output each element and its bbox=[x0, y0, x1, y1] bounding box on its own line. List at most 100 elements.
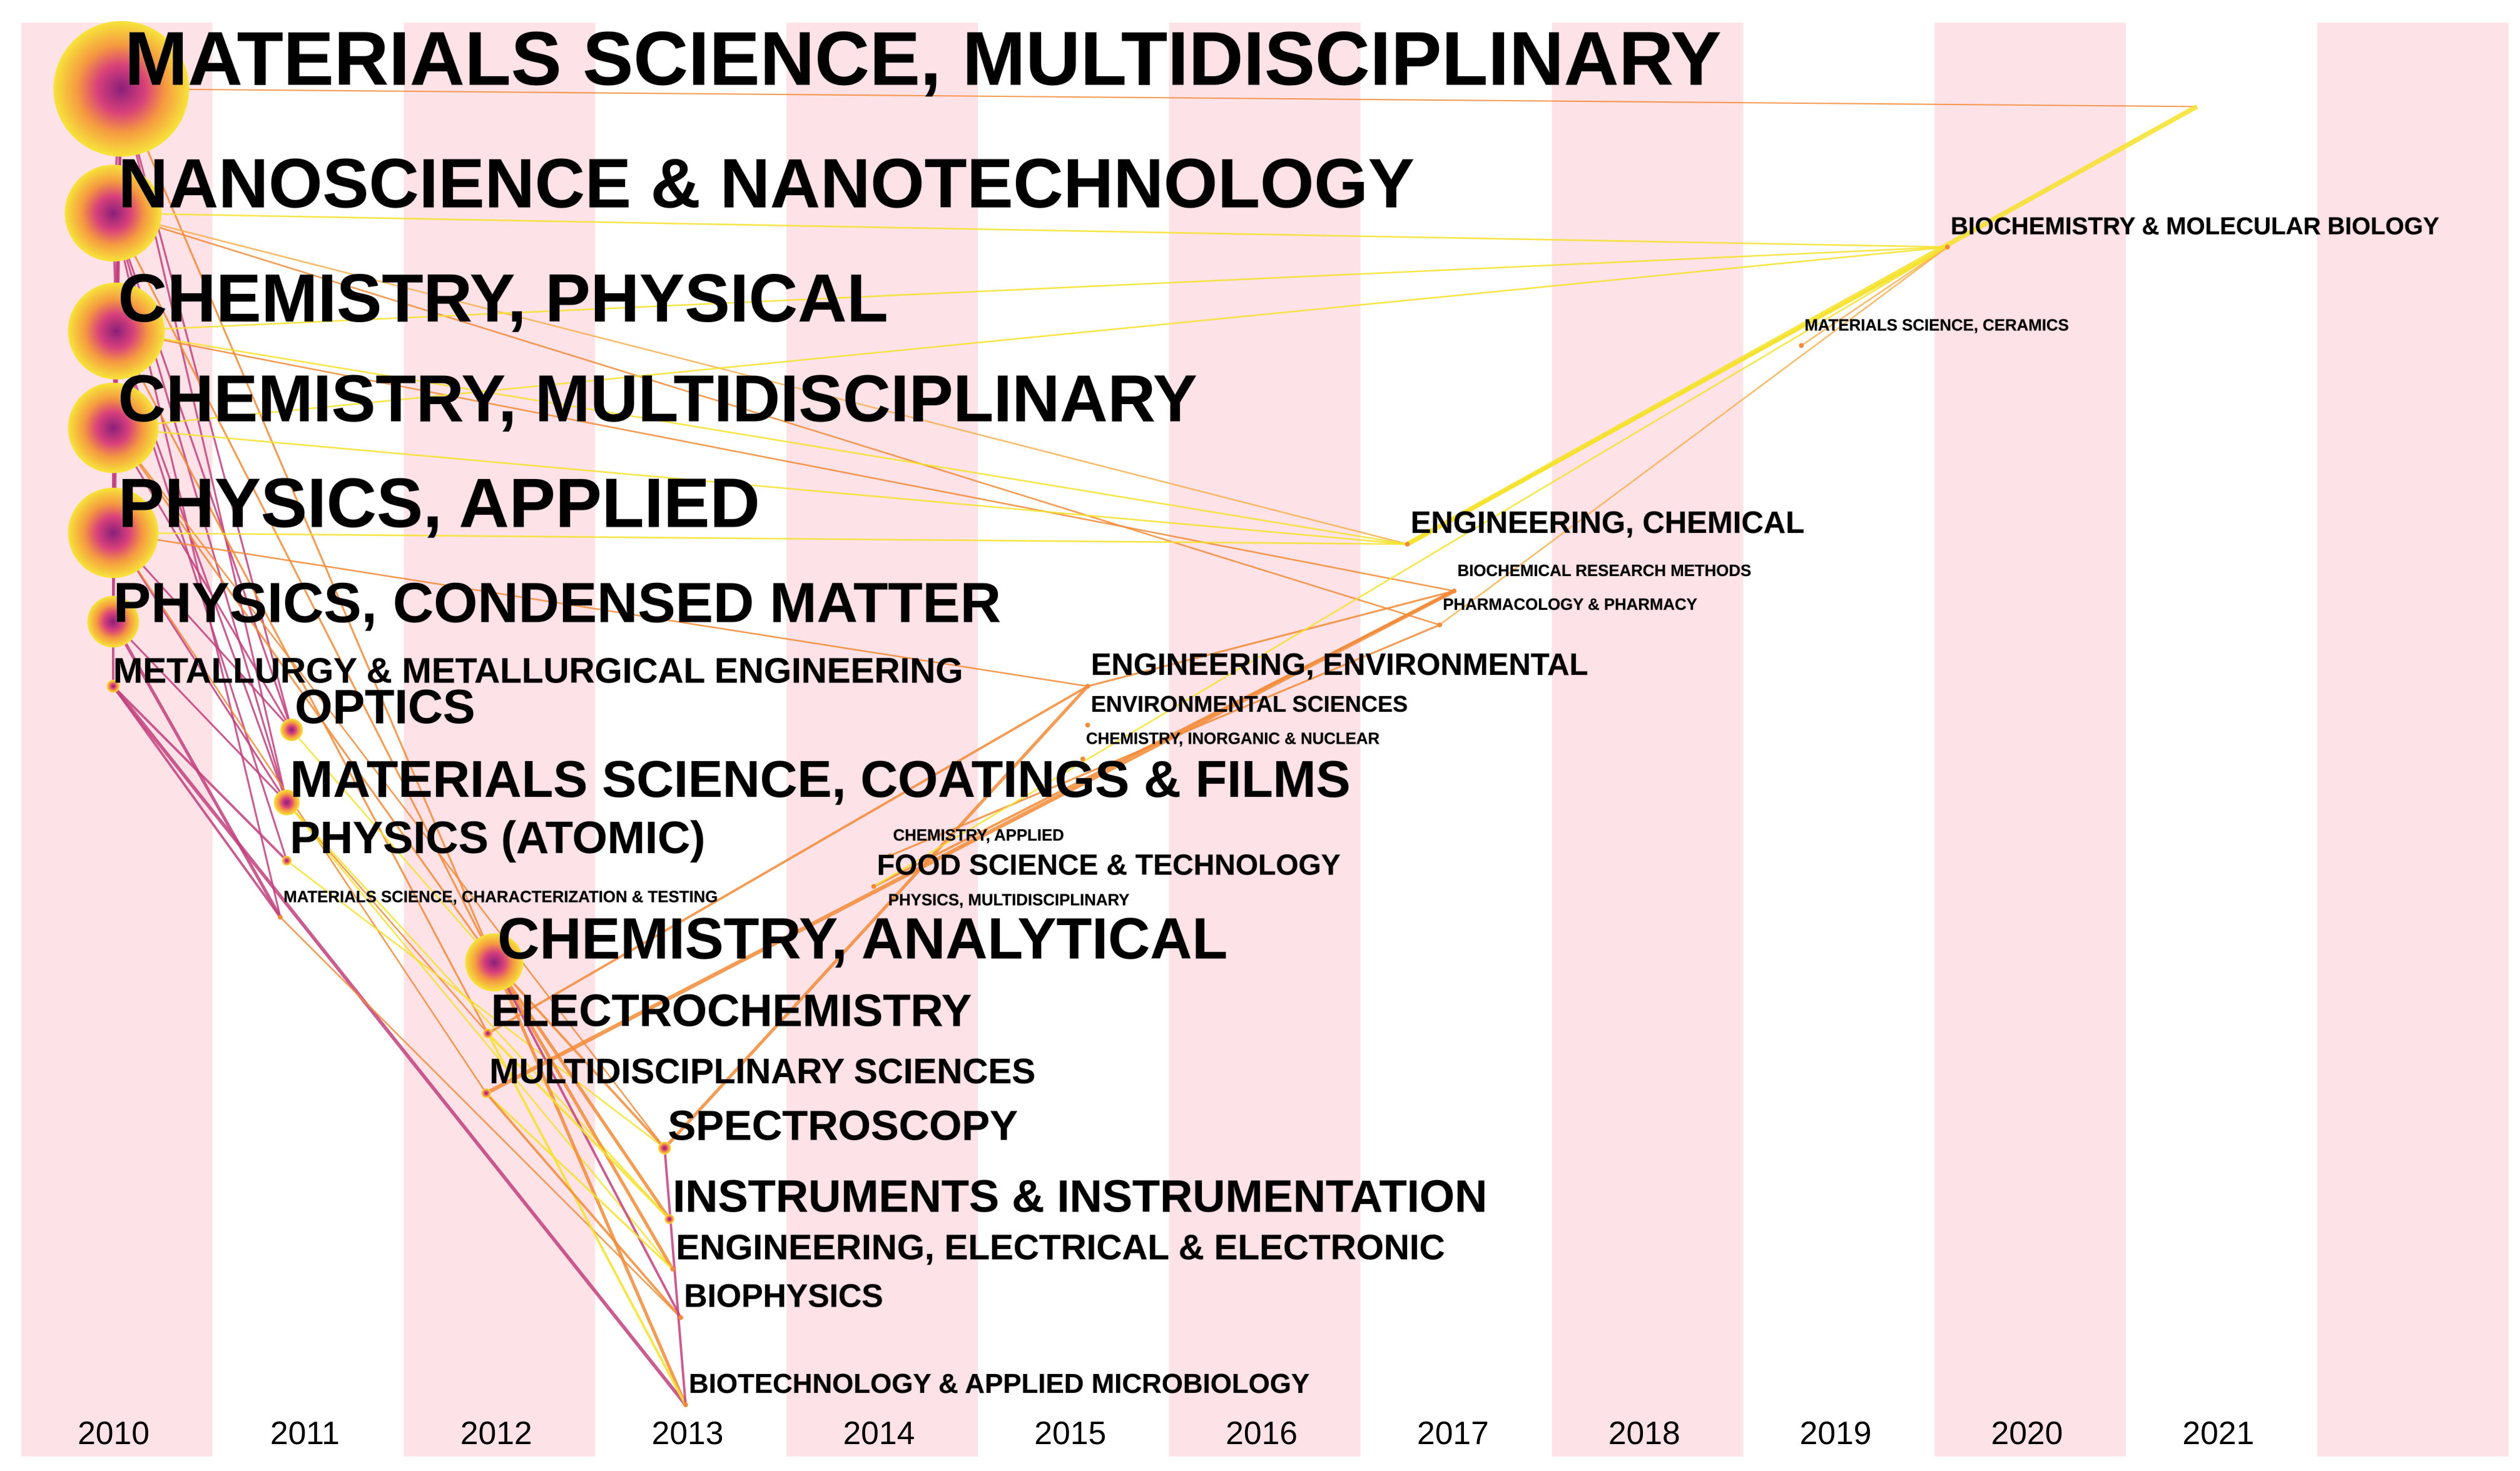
node-label: FOOD SCIENCE & TECHNOLOGY bbox=[877, 849, 1341, 881]
node-label: CHEMISTRY, MULTIDISCIPLINARY bbox=[118, 361, 1197, 435]
link bbox=[487, 1032, 671, 1220]
node-label: MULTIDISCIPLINARY SCIENCES bbox=[489, 1052, 1035, 1091]
link bbox=[487, 1033, 687, 1406]
node-label: CHEMISTRY, ANALYTICAL bbox=[497, 906, 1227, 971]
node bbox=[1405, 542, 1410, 547]
node-label: NANOSCIENCE & NANOTECHNOLOGY bbox=[118, 144, 1415, 222]
link bbox=[113, 427, 1408, 545]
link bbox=[113, 532, 1088, 687]
node-label: OPTICS bbox=[295, 680, 475, 734]
node bbox=[658, 1141, 671, 1155]
node bbox=[1085, 684, 1090, 689]
link bbox=[112, 532, 487, 1094]
year-label: 2018 bbox=[1608, 1415, 1680, 1451]
year-label: 2017 bbox=[1417, 1415, 1489, 1451]
node-label: CHEMISTRY, PHYSICAL bbox=[118, 260, 888, 336]
link bbox=[112, 532, 288, 803]
year-label: 2012 bbox=[460, 1415, 532, 1451]
link bbox=[889, 624, 1440, 857]
node bbox=[87, 595, 140, 648]
node-label: ENGINEERING, ELECTRICAL & ELECTRONIC bbox=[676, 1228, 1445, 1267]
year-label: 2010 bbox=[78, 1415, 150, 1451]
link bbox=[280, 916, 682, 1318]
node bbox=[106, 679, 120, 693]
year-label: 2011 bbox=[270, 1415, 340, 1451]
year-label: 2021 bbox=[2182, 1415, 2254, 1451]
link bbox=[286, 802, 674, 1270]
link bbox=[485, 589, 1455, 1095]
node-label: ENVIRONMENTAL SCIENCES bbox=[1091, 691, 1408, 717]
link bbox=[493, 961, 682, 1318]
node-label: MATERIALS SCIENCE, CHARACTERIZATION & TE… bbox=[283, 888, 718, 906]
node bbox=[482, 1028, 493, 1039]
link bbox=[111, 685, 688, 1406]
link bbox=[112, 427, 293, 730]
link bbox=[1087, 590, 1455, 687]
node-label: MATERIALS SCIENCE, COATINGS & FILMS bbox=[290, 750, 1351, 808]
node bbox=[1437, 622, 1443, 628]
link bbox=[112, 620, 288, 804]
link bbox=[112, 213, 495, 963]
link bbox=[115, 330, 489, 1034]
year-band bbox=[404, 23, 596, 1457]
link bbox=[116, 330, 1455, 592]
link bbox=[663, 685, 1089, 1150]
node bbox=[1944, 245, 1950, 250]
year-label: 2019 bbox=[1800, 1415, 1872, 1451]
year-label: 2020 bbox=[1991, 1415, 2063, 1451]
node bbox=[678, 1315, 684, 1320]
link bbox=[291, 729, 495, 963]
node bbox=[282, 856, 292, 866]
node-label: ENGINEERING, CHEMICAL bbox=[1411, 506, 1804, 540]
node-label: SPECTROSCOPY bbox=[668, 1102, 1017, 1149]
node bbox=[887, 853, 893, 859]
node bbox=[664, 1214, 674, 1224]
link bbox=[663, 1148, 687, 1405]
node bbox=[1085, 722, 1090, 728]
link bbox=[112, 427, 495, 963]
year-band bbox=[2317, 23, 2509, 1457]
link bbox=[493, 961, 666, 1149]
node bbox=[64, 164, 162, 262]
node bbox=[68, 487, 159, 579]
node bbox=[278, 914, 283, 920]
link bbox=[1406, 245, 1949, 546]
node-label: MATERIALS SCIENCE, MULTIDISCIPLINARY bbox=[124, 16, 1721, 101]
link bbox=[492, 961, 688, 1406]
year-label: 2015 bbox=[1034, 1415, 1106, 1451]
node-label: CHEMISTRY, APPLIED bbox=[893, 827, 1064, 844]
link bbox=[116, 330, 1408, 545]
node-label: ELECTROCHEMISTRY bbox=[491, 986, 972, 1036]
link bbox=[113, 246, 1948, 429]
node bbox=[670, 1266, 676, 1272]
year-label: 2013 bbox=[652, 1415, 724, 1451]
node bbox=[465, 933, 524, 992]
link bbox=[116, 246, 1948, 332]
link bbox=[492, 961, 671, 1220]
link bbox=[112, 685, 288, 862]
node-label: BIOCHEMISTRY & MOLECULAR BIOLOGY bbox=[1951, 213, 2439, 240]
link bbox=[873, 590, 1455, 888]
node-label: PHYSICS, MULTIDISCIPLINARY bbox=[888, 891, 1130, 909]
link bbox=[873, 246, 1948, 887]
node bbox=[1080, 756, 1085, 762]
node-label: PHYSICS (ATOMIC) bbox=[290, 813, 706, 863]
node bbox=[882, 917, 888, 923]
link bbox=[112, 685, 282, 918]
year-label: 2016 bbox=[1226, 1415, 1298, 1451]
node bbox=[53, 21, 190, 157]
node bbox=[68, 382, 159, 473]
node bbox=[1451, 589, 1457, 594]
node-label: ENGINEERING, ENVIRONMENTAL bbox=[1091, 648, 1588, 682]
node-label: PHARMACOLOGY & PHARMACY bbox=[1443, 596, 1697, 614]
link bbox=[113, 212, 1440, 626]
link bbox=[487, 685, 1089, 1035]
node-label: INSTRUMENTS & INSTRUMENTATION bbox=[673, 1171, 1487, 1221]
link bbox=[485, 1092, 682, 1318]
node-label: BIOCHEMICAL RESEARCH METHODS bbox=[1458, 562, 1752, 580]
node bbox=[280, 718, 303, 742]
node-label: METALLURGY & METALLURGICAL ENGINEERING bbox=[113, 652, 963, 691]
node-label: MATERIALS SCIENCE, CERAMICS bbox=[1804, 316, 2068, 334]
link bbox=[286, 860, 666, 1149]
